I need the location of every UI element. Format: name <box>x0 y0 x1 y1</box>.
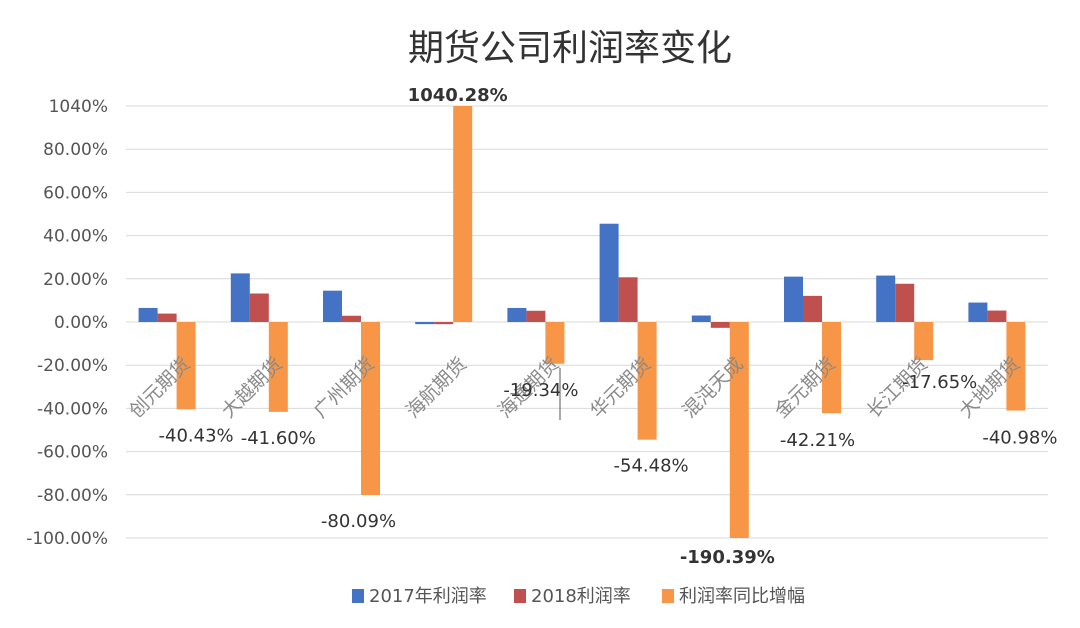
bar <box>230 273 250 322</box>
bar <box>895 283 915 322</box>
y-tick-label: -20.00% <box>37 356 108 376</box>
bar <box>507 307 527 322</box>
legend-label: 2017年利润率 <box>369 586 487 607</box>
bar <box>876 275 896 322</box>
y-tick-label: -100.00% <box>26 529 108 549</box>
bar <box>415 322 435 325</box>
bar <box>434 322 454 325</box>
y-tick-label: -60.00% <box>37 443 108 463</box>
data-label: -54.48% <box>614 456 689 477</box>
bar <box>784 276 803 322</box>
category-label: 海航期货 <box>402 353 471 422</box>
legend-swatch <box>352 589 364 603</box>
bar <box>637 322 657 440</box>
bar <box>691 315 711 322</box>
bar <box>710 322 730 328</box>
bar <box>968 302 988 322</box>
bar <box>803 295 822 322</box>
data-label: -80.09% <box>321 511 396 532</box>
bar <box>987 310 1007 322</box>
bar <box>822 322 841 414</box>
bar <box>342 315 361 322</box>
bar <box>526 310 546 322</box>
y-tick-label: -80.00% <box>37 486 108 506</box>
legend-swatch <box>514 589 526 603</box>
bar <box>157 313 177 322</box>
bar <box>453 106 473 322</box>
y-tick-label: 80.00% <box>43 140 108 160</box>
data-label: -190.39% <box>680 547 775 568</box>
bars <box>138 106 1026 538</box>
y-tick-label: 20.00% <box>43 270 108 290</box>
legend: 2017年利润率 2018利润率 利润率同比增幅 <box>352 586 805 607</box>
data-label: -17.65% <box>902 372 977 393</box>
y-tick-label: 1040% <box>49 97 108 117</box>
bar <box>268 322 288 412</box>
bar <box>1006 322 1026 411</box>
bar <box>249 293 269 322</box>
y-tick-label: 40.00% <box>43 227 108 247</box>
data-label: -41.60% <box>241 428 316 449</box>
y-axis-ticks: -100.00% -80.00% -60.00% -40.00% -20.00% 0.00… <box>26 97 108 549</box>
chart-title: 期货公司利润率变化 <box>408 28 732 69</box>
data-label: 1040.28% <box>408 85 508 106</box>
bar <box>323 290 342 322</box>
data-label: -19.34% <box>503 380 578 401</box>
bar <box>361 322 380 495</box>
data-label: -40.98% <box>982 428 1057 449</box>
legend-label: 2018利润率 <box>531 586 631 607</box>
data-labels: -40.43% -41.60% -80.09% 1040.28% -19.34% -54.… <box>159 85 1058 568</box>
bar <box>599 223 619 322</box>
data-label: -42.21% <box>780 430 855 451</box>
y-tick-label: -40.00% <box>37 399 108 419</box>
legend-swatch <box>662 589 674 603</box>
bar <box>545 322 565 364</box>
bar <box>618 277 638 322</box>
legend-label: 利润率同比增幅 <box>679 586 805 607</box>
bar <box>138 307 158 322</box>
bar <box>914 322 934 361</box>
y-tick-label: 0.00% <box>54 313 108 333</box>
bar <box>729 322 749 538</box>
y-tick-label: 60.00% <box>43 183 108 203</box>
data-label: -40.43% <box>159 425 234 446</box>
bar <box>176 322 196 410</box>
